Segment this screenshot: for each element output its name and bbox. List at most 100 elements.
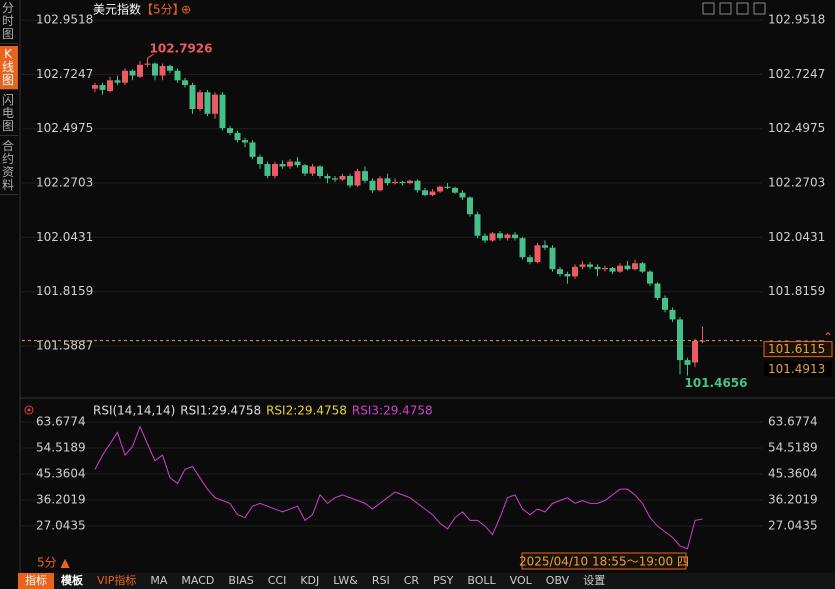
y-tick-label: 102.9518 — [36, 13, 93, 27]
window-icons — [702, 2, 766, 15]
candle-body — [122, 70, 128, 83]
toolbar-item[interactable]: LW& — [333, 574, 358, 587]
y-tick-label-right: 102.9518 — [768, 13, 825, 27]
candle-body — [197, 92, 203, 109]
candle-body — [339, 175, 346, 180]
candle-body — [504, 234, 511, 239]
candle-body — [684, 360, 691, 365]
toolbar-item[interactable]: VOL — [509, 574, 532, 587]
side-tab[interactable]: K线图 — [0, 46, 18, 90]
candle-body — [182, 80, 188, 86]
candle-body — [354, 171, 361, 186]
y-tick-label-right: 54.5189 — [768, 440, 818, 454]
candle-body — [107, 80, 113, 92]
candle-body — [414, 180, 421, 191]
candle-body — [159, 65, 166, 76]
candle-body — [512, 234, 518, 239]
y-tick-label-right: 27.0435 — [768, 518, 818, 532]
toolbar-item[interactable]: MACD — [181, 574, 215, 587]
toolbar-item[interactable]: MA — [150, 574, 168, 587]
side-tab[interactable]: 合约资料 — [0, 138, 18, 195]
candle-body — [317, 166, 323, 176]
title: 美元指数 — [93, 2, 141, 17]
candle-body — [257, 156, 263, 164]
candle-body — [669, 309, 676, 320]
candle-body — [572, 266, 578, 277]
y-tick-label-right: 102.7247 — [768, 67, 825, 81]
candle-body — [92, 85, 98, 89]
candle-body — [189, 85, 196, 109]
candle-body — [489, 233, 496, 241]
candle-body — [129, 70, 136, 76]
candle-body — [152, 63, 158, 76]
candle-body — [527, 257, 533, 263]
last-price-label: 101.6115 — [768, 342, 825, 356]
rsi-line — [94, 425, 703, 550]
candle-body — [309, 166, 316, 174]
toolbar-item[interactable]: VIP指标 — [97, 574, 137, 587]
max-pointer — [147, 53, 154, 59]
candle-body — [114, 80, 121, 83]
candle-body — [429, 191, 436, 196]
candle-body — [399, 181, 406, 184]
candle-body — [549, 247, 556, 270]
toolbar-item[interactable]: 指标 — [18, 573, 54, 589]
candle-body — [219, 94, 226, 129]
candle-body — [279, 164, 286, 167]
candle-body — [639, 263, 646, 272]
last-price-box — [763, 341, 833, 358]
y-tick-label: 54.5189 — [36, 440, 86, 454]
y-tick-label: 101.8159 — [36, 284, 93, 298]
candle-body — [609, 268, 616, 272]
legend-entry: RSI3:29.4758 — [352, 404, 433, 418]
candle-body — [617, 265, 623, 272]
max-label: 102.7926 — [150, 42, 213, 56]
toolbar-item[interactable]: 设置 — [583, 574, 606, 587]
candle-body — [692, 340, 698, 363]
toolbar-item[interactable]: 模板 — [61, 574, 83, 587]
candle-body — [144, 63, 151, 65]
candle-body — [204, 92, 211, 114]
candle-body — [594, 266, 601, 270]
toolbar-item[interactable]: OBV — [545, 574, 570, 587]
toolbar-item[interactable]: RSI — [371, 574, 390, 587]
candle-body — [392, 181, 398, 184]
candle-body — [324, 175, 331, 179]
candle-body — [332, 178, 338, 180]
candle-body — [632, 263, 638, 270]
candle-body — [362, 171, 368, 181]
period: 【5分】 — [141, 3, 185, 17]
rsi-icon — [24, 405, 34, 415]
toolbar-item[interactable]: BOLL — [467, 574, 496, 587]
candle-body — [212, 94, 218, 114]
side-tab[interactable]: 分时图 — [0, 0, 18, 44]
toolbar-item[interactable]: KDJ — [300, 574, 320, 587]
marker-price-label: 101.4913 — [768, 362, 825, 376]
toolbar-item[interactable]: BIAS — [228, 574, 254, 587]
candle-body — [444, 186, 451, 188]
candle-body — [377, 178, 383, 191]
period-switch[interactable]: 5分 ▲ — [37, 556, 70, 570]
marker-price-box — [764, 361, 832, 377]
y-tick-label-right: 45.3604 — [768, 466, 818, 480]
candle-body — [272, 164, 278, 176]
candle-body — [467, 197, 473, 215]
toolbar-item[interactable]: PSY — [433, 574, 454, 587]
candle-body — [654, 283, 661, 298]
candle-body — [174, 70, 181, 81]
toolbar-item[interactable]: CCI — [267, 574, 287, 587]
candle-body — [519, 238, 526, 258]
y-tick-label: 36.2019 — [36, 492, 86, 506]
candle-body — [249, 142, 256, 157]
y-tick-label-right: 63.6774 — [768, 414, 818, 428]
toolbar-item[interactable]: CR — [403, 574, 420, 587]
y-tick-label-right: 101.8159 — [768, 284, 825, 298]
candle-body — [227, 128, 233, 133]
y-tick-label-right: 102.2703 — [768, 176, 825, 190]
y-tick-label-right: 102.4975 — [768, 121, 825, 135]
candle-body — [662, 297, 668, 310]
candle-body — [542, 245, 548, 248]
side-tab[interactable]: 闪电图 — [0, 92, 18, 136]
candle-body — [137, 64, 143, 77]
y-tick-label: 102.0431 — [36, 230, 93, 244]
